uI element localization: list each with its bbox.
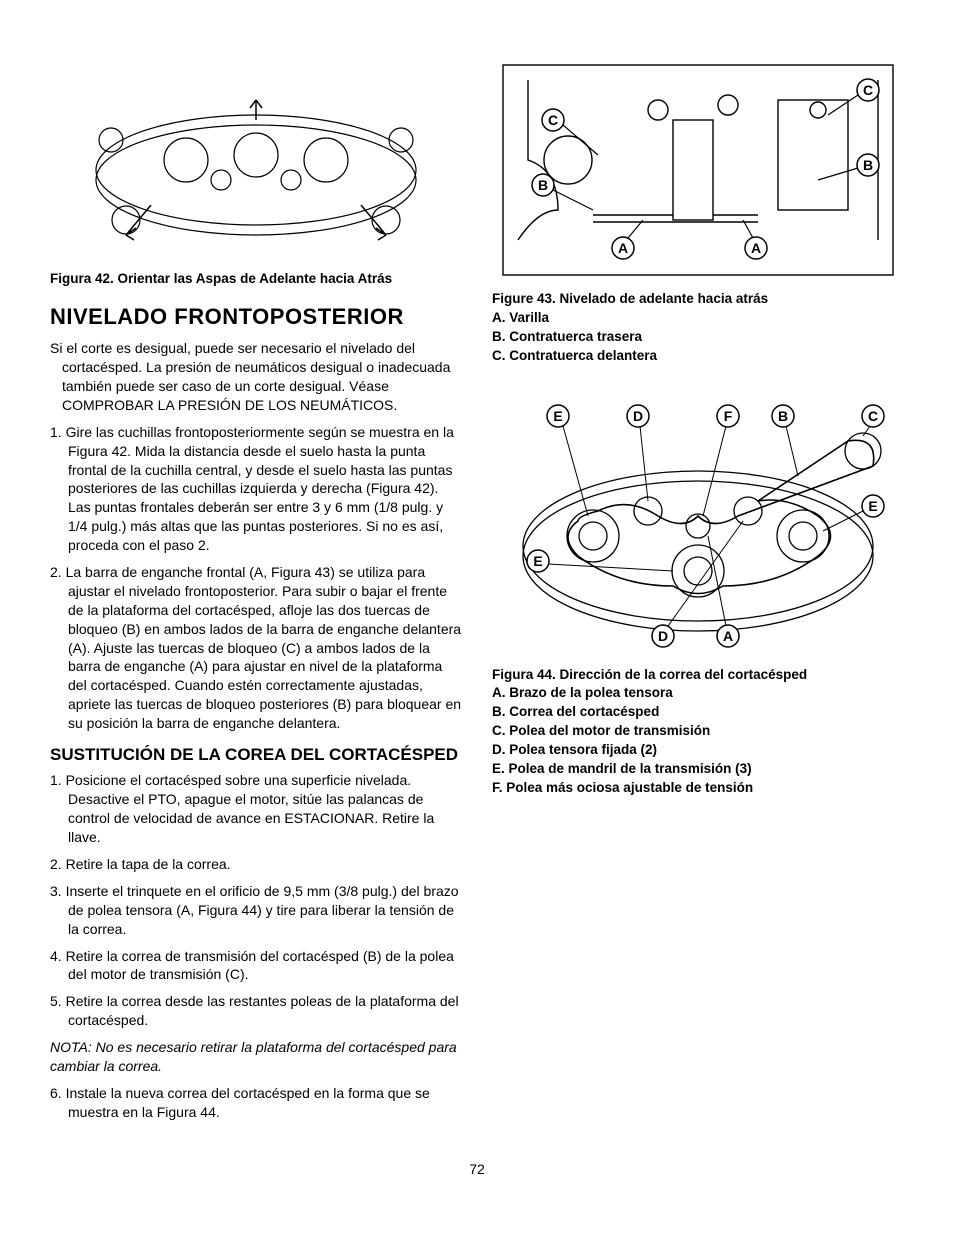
svg-text:B: B bbox=[778, 408, 788, 424]
svg-text:E: E bbox=[868, 498, 877, 514]
figure-42-caption: Figura 42. Orientar las Aspas de Adelant… bbox=[50, 270, 462, 288]
steps-list-3: Instale la nueva correa del cortacésped … bbox=[50, 1084, 462, 1122]
step-item: Retire la correa de transmisión del cort… bbox=[50, 947, 462, 985]
svg-text:E: E bbox=[533, 553, 542, 569]
step-item: Instale la nueva correa del cortacésped … bbox=[50, 1084, 462, 1122]
legend-item: B. Correa del cortacésped bbox=[492, 703, 904, 722]
svg-text:D: D bbox=[658, 628, 668, 644]
left-column: Figura 42. Orientar las Aspas de Adelant… bbox=[50, 60, 462, 1130]
legend-item: D. Polea tensora fijada (2) bbox=[492, 741, 904, 760]
page-number: 72 bbox=[50, 1160, 904, 1179]
figure-44-legend: Figura 44. Dirección de la correa del co… bbox=[492, 666, 904, 798]
steps-list-2: Posicione el cortacésped sobre una super… bbox=[50, 771, 462, 1030]
figure-42-svg bbox=[50, 60, 462, 260]
figure-42 bbox=[50, 60, 462, 260]
svg-text:E: E bbox=[553, 408, 562, 424]
page-content: Figura 42. Orientar las Aspas de Adelant… bbox=[50, 60, 904, 1130]
step-item: Gire las cuchillas frontoposteriormente … bbox=[50, 423, 462, 555]
step-item: Retire la tapa de la correa. bbox=[50, 855, 462, 874]
svg-text:F: F bbox=[724, 408, 733, 424]
svg-text:D: D bbox=[633, 408, 643, 424]
figure-44-svg: E D F B C E bbox=[492, 386, 904, 656]
step-item: Inserte el trinquete en el orificio de 9… bbox=[50, 882, 462, 939]
steps-list-1: Gire las cuchillas frontoposteriormente … bbox=[50, 423, 462, 733]
figure-44-caption: Figura 44. Dirección de la correa del co… bbox=[492, 666, 904, 685]
step-item: Retire la correa desde las restantes pol… bbox=[50, 992, 462, 1030]
step-item: Posicione el cortacésped sobre una super… bbox=[50, 771, 462, 847]
svg-text:B: B bbox=[863, 157, 873, 173]
svg-text:B: B bbox=[538, 177, 548, 193]
legend-item: C. Polea del motor de transmisión bbox=[492, 722, 904, 741]
svg-text:C: C bbox=[548, 112, 558, 128]
figure-43-legend: Figure 43. Nivelado de adelante hacia at… bbox=[492, 290, 904, 366]
svg-text:A: A bbox=[618, 240, 628, 256]
intro-paragraph: Si el corte es desigual, puede ser neces… bbox=[50, 339, 462, 415]
legend-item: A. Varilla bbox=[492, 309, 904, 328]
svg-text:C: C bbox=[868, 408, 878, 424]
step-item: La barra de enganche frontal (A, Figura … bbox=[50, 563, 462, 733]
figure-43: C C B B A A bbox=[492, 60, 904, 280]
note-paragraph: NOTA: No es necesario retirar la platafo… bbox=[50, 1038, 462, 1076]
svg-text:A: A bbox=[723, 628, 733, 644]
right-column: C C B B A A bbox=[492, 60, 904, 1130]
legend-item: B. Contratuerca trasera bbox=[492, 328, 904, 347]
figure-43-caption: Figure 43. Nivelado de adelante hacia at… bbox=[492, 290, 904, 309]
legend-item: E. Polea de mandril de la transmisión (3… bbox=[492, 760, 904, 779]
figure-43-svg: C C B B A A bbox=[492, 60, 904, 280]
section-title-nivelado: NIVELADO FRONTOPOSTERIOR bbox=[50, 302, 462, 332]
legend-item: A. Brazo de la polea tensora bbox=[492, 684, 904, 703]
subsection-title-sustitucion: SUSTITUCIÓN DE LA COREA DEL CORTACÉSPED bbox=[50, 745, 462, 765]
svg-text:A: A bbox=[751, 240, 761, 256]
legend-item: C. Contratuerca delantera bbox=[492, 347, 904, 366]
figure-44: E D F B C E bbox=[492, 386, 904, 656]
legend-item: F. Polea más ociosa ajustable de tensión bbox=[492, 779, 904, 798]
svg-text:C: C bbox=[863, 82, 873, 98]
